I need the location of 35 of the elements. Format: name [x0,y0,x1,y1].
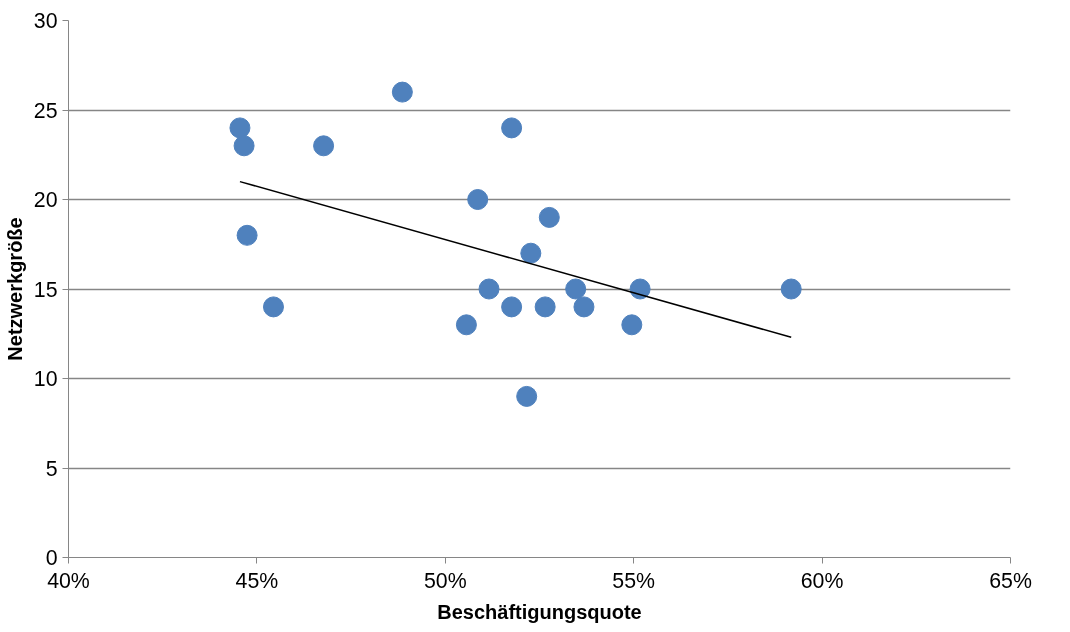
y-tick-label: 5 [45,456,58,481]
point [538,206,560,228]
point [780,278,802,300]
point [534,296,556,318]
point [455,314,477,336]
x-tick-label: 50% [423,568,467,593]
point [262,296,284,318]
x-tick-label: 65% [989,568,1032,593]
point [501,117,523,139]
y-tick-label: 30 [33,9,58,33]
y-tick-label: 10 [33,367,58,391]
point [520,242,542,264]
point [236,224,258,246]
x-tick-label: 45% [235,568,279,593]
y-tick-label: 25 [33,98,58,123]
point [233,135,255,157]
point [467,189,489,210]
point [501,296,523,318]
point [629,278,651,300]
y-tick-label: 20 [33,188,58,212]
y-tick-label: 0 [45,546,58,570]
point [391,81,413,103]
point [573,296,595,318]
x-tick-label: 60% [800,568,844,593]
y-axis-title: Netzwerkgröße [3,217,26,361]
point [565,278,587,300]
y-tick-label: 15 [33,277,58,302]
point [516,385,538,407]
x-axis-title: Beschäftigungsquote [437,600,642,623]
point [313,135,335,157]
x-tick-label: 40% [47,568,90,593]
point [621,314,643,336]
point [229,117,251,139]
point [478,278,500,300]
x-tick-label: 55% [612,568,656,593]
